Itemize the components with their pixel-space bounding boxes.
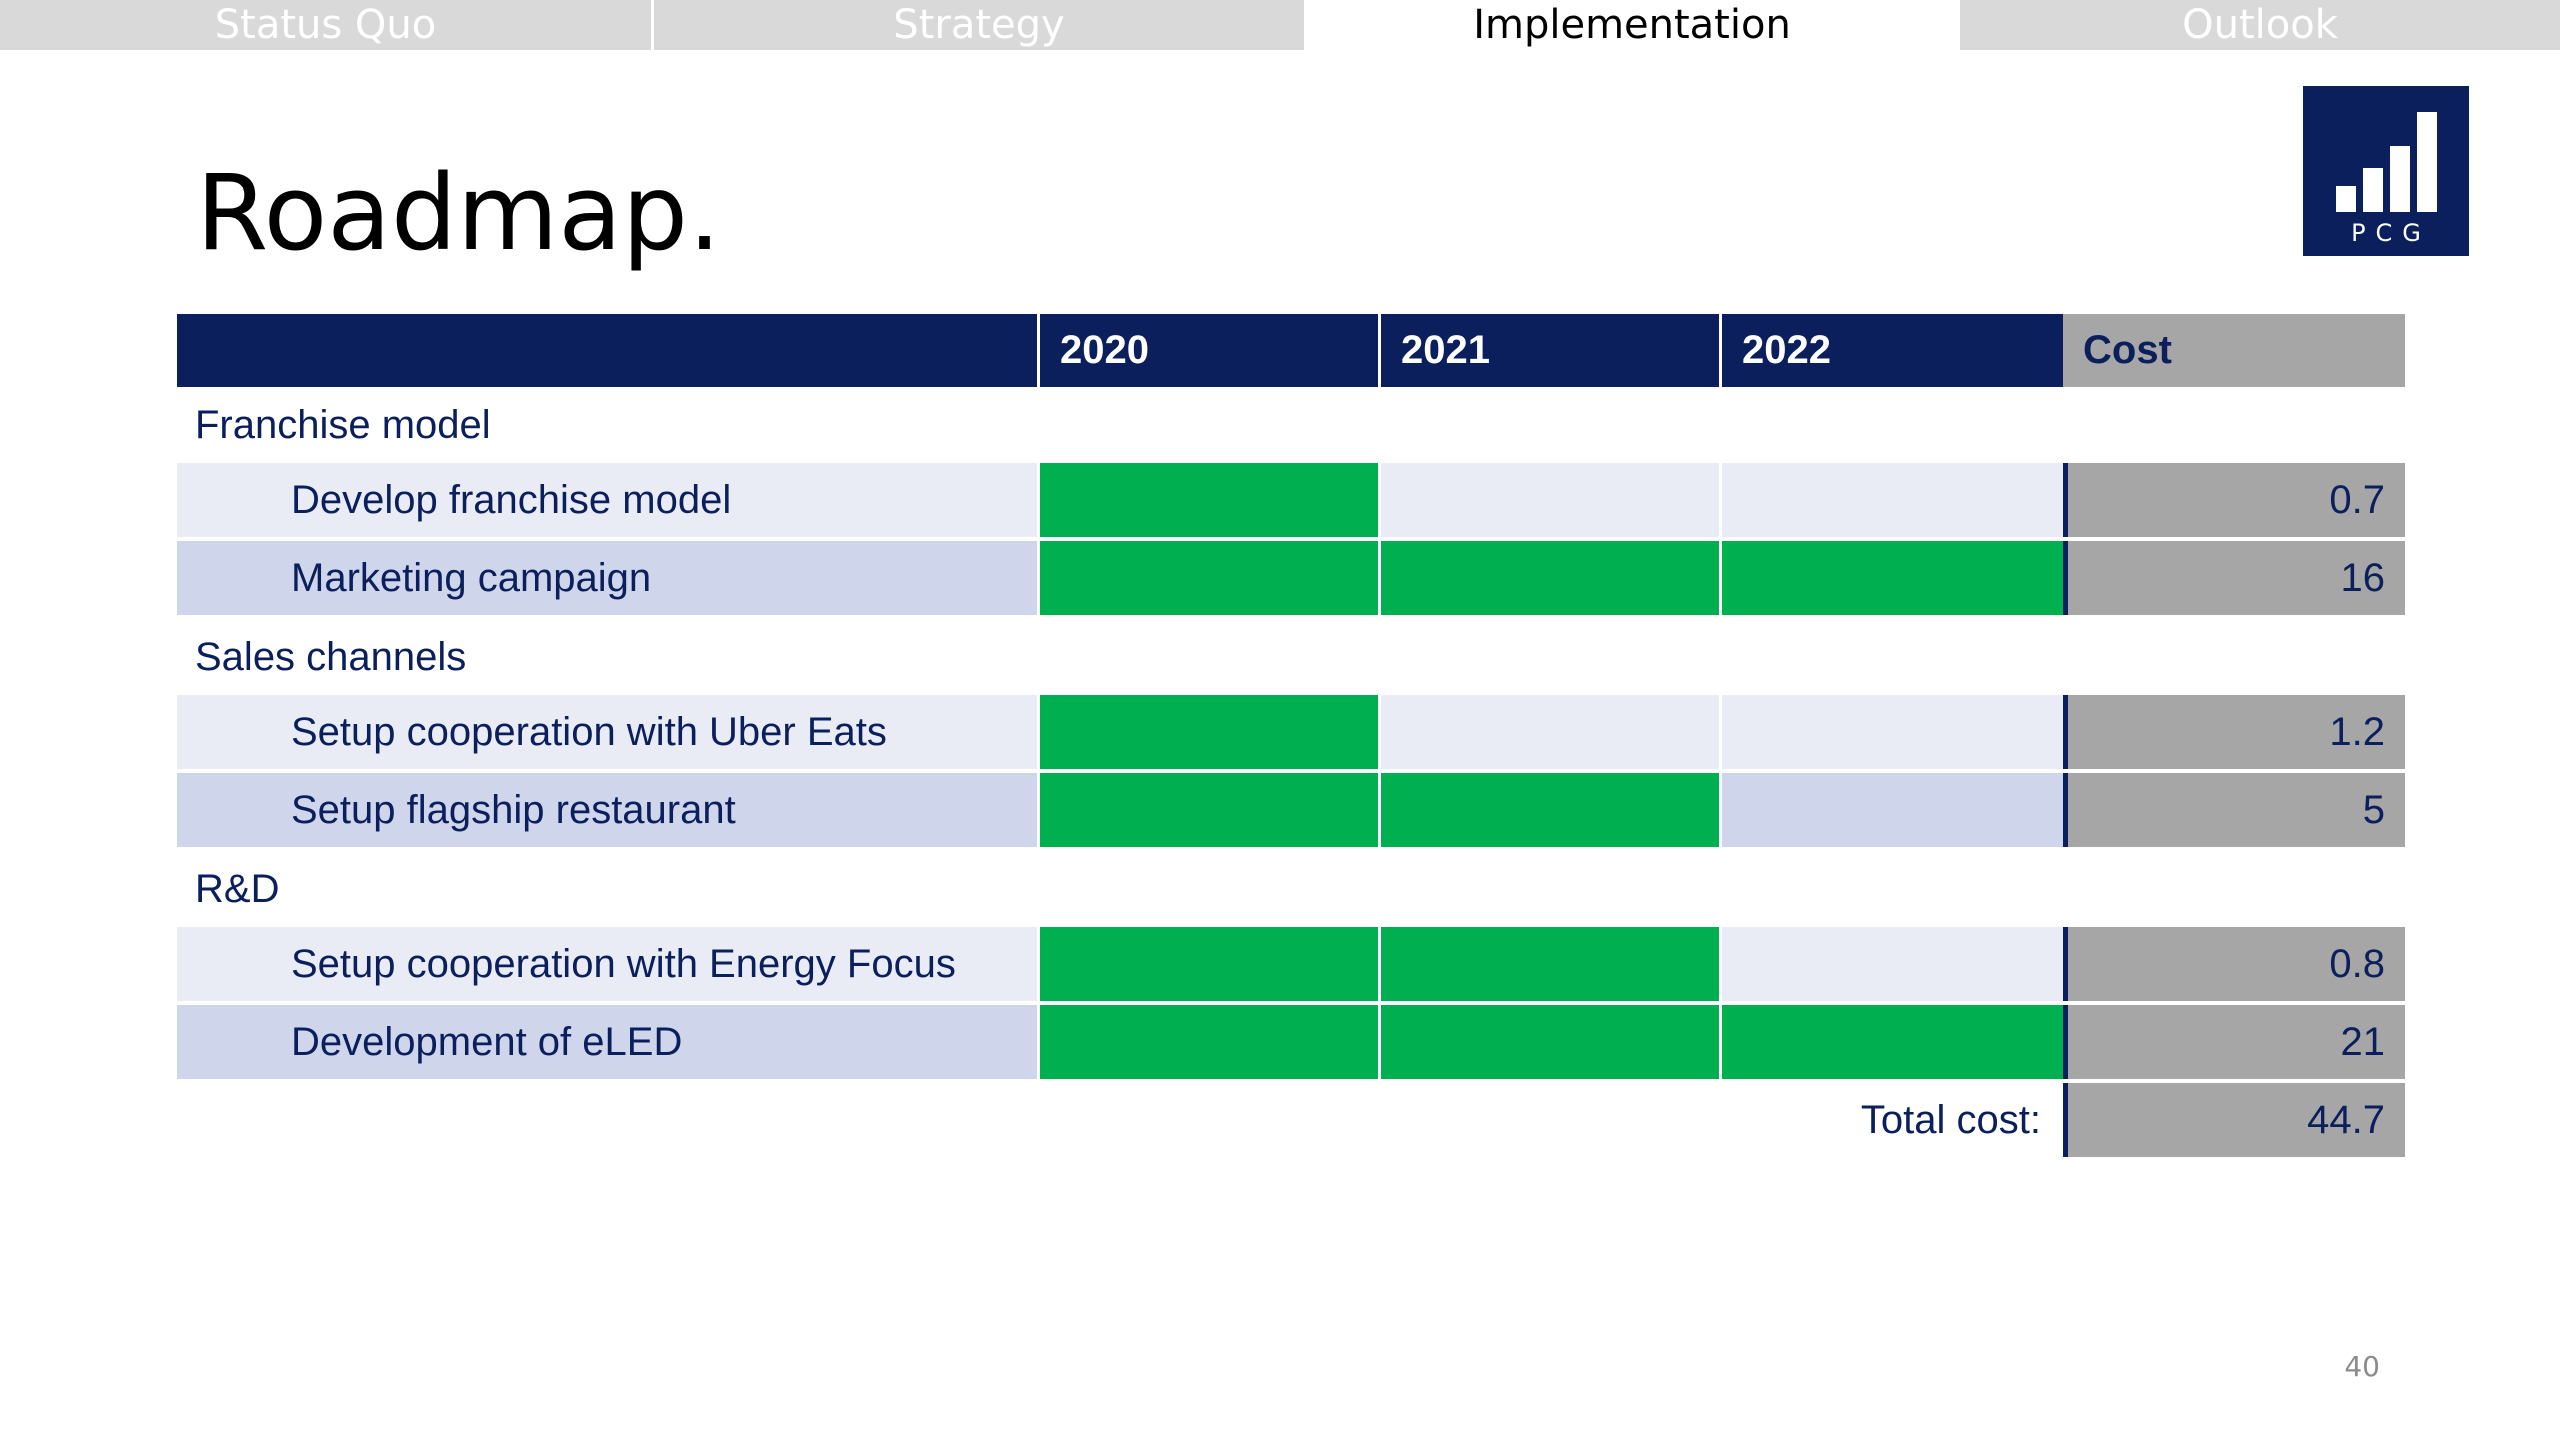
section-heading: Franchise model [195,403,491,447]
task-label: Develop franchise model [177,463,1037,537]
timeline-cell-active [1722,541,2063,615]
timeline-cell-empty [1381,695,1719,769]
header-year-2022: 2022 [1722,314,2063,387]
timeline-cell-empty [1722,927,2063,1001]
task-label: Setup cooperation with Uber Eats [177,695,1037,769]
timeline-cell-active [1040,695,1378,769]
task-cost: 1.2 [2063,695,2405,769]
tab-outlook[interactable]: Outlook [1960,0,2560,50]
timeline-cell-active [1381,1005,1719,1079]
timeline-cell-active [1040,463,1378,537]
timeline-cell-empty [1722,463,2063,537]
tab-strategy[interactable]: Strategy [654,0,1304,50]
task-cost: 0.7 [2063,463,2405,537]
header-cost: Cost [2063,314,2405,387]
total-cost-value: 44.7 [2063,1083,2405,1157]
task-cost: 16 [2063,541,2405,615]
header-blank-cell [177,314,1037,387]
task-label: Setup cooperation with Energy Focus [177,927,1037,1001]
pcg-logo: PCG [2303,86,2469,256]
timeline-cell-empty [1722,695,2063,769]
task-label: Marketing campaign [177,541,1037,615]
timeline-cell-active [1722,1005,2063,1079]
total-cost-label: Total cost: [1860,1098,2041,1142]
task-label: Setup flagship restaurant [177,773,1037,847]
task-label: Development of eLED [177,1005,1037,1079]
section-tabs: Status Quo Strategy Implementation Outlo… [0,0,2560,50]
task-cost: 5 [2063,773,2405,847]
tab-status-quo[interactable]: Status Quo [0,0,651,50]
tab-implementation[interactable]: Implementation [1307,0,1957,50]
timeline-cell-active [1381,927,1719,1001]
page-title: Roadmap. [196,152,722,274]
timeline-cell-active [1381,541,1719,615]
section-heading: R&D [195,867,280,911]
header-year-2021: 2021 [1381,314,1719,387]
timeline-cell-empty [1381,463,1719,537]
timeline-cell-empty [1722,773,2063,847]
timeline-cell-active [1040,1005,1378,1079]
timeline-cell-active [1040,773,1378,847]
timeline-cell-active [1040,927,1378,1001]
timeline-cell-active [1381,773,1719,847]
timeline-cell-active [1040,541,1378,615]
header-year-2020: 2020 [1040,314,1378,387]
page-number: 40 [2344,1350,2380,1383]
task-cost: 21 [2063,1005,2405,1079]
section-heading: Sales channels [195,635,467,679]
task-cost: 0.8 [2063,927,2405,1001]
logo-text: PCG [2351,219,2431,247]
